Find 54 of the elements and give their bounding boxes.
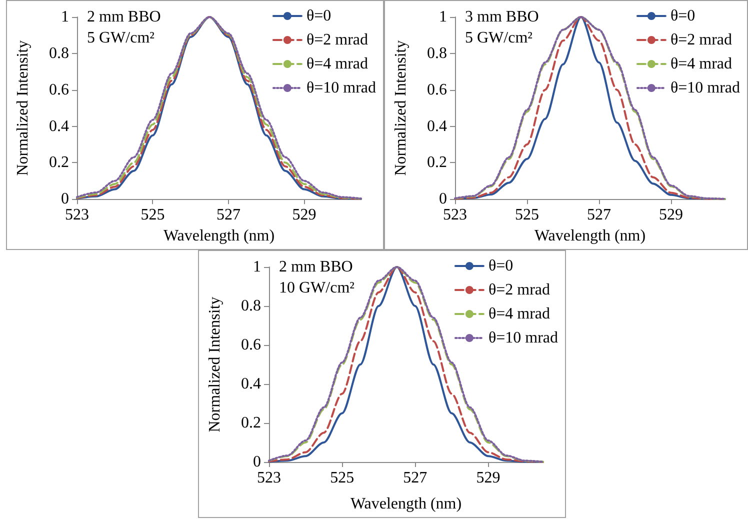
legend-label: θ=2 mrad [306,32,368,48]
legend-label: θ=2 mrad [488,282,550,298]
y-tick-label: 0 [61,190,69,208]
x-axis-title: Wavelength (nm) [350,496,462,512]
y-tick-label: 0.4 [241,376,261,392]
annotation: 5 GW/cm² [465,30,533,46]
y-axis-title: Normalized Intensity [206,296,224,432]
y-tick-label: 0.8 [241,298,261,314]
x-tick-label: 523 [257,470,281,486]
y-tick-label: 1 [61,8,69,26]
annotation: 2 mm BBO [279,258,353,276]
legend-label: θ=0 [488,258,514,274]
legend-label: θ=0 [306,8,332,24]
x-tick-label: 529 [659,206,683,224]
y-tick-label: 0.8 [427,44,447,62]
annotation: 5 GW/cm² [87,30,155,46]
y-tick-label: 1 [253,258,261,276]
annotation: 10 GW/cm² [279,280,355,296]
y-tick-label: 0.6 [49,81,69,98]
x-axis-title: Wavelength (nm) [534,228,646,244]
x-tick-label: 523 [443,206,467,224]
y-tick-label: 1 [439,8,447,26]
y-axis-title: Normalized Intensity [392,40,410,176]
y-tick-label: 0 [253,454,261,470]
legend-label: θ=4 mrad [488,306,550,322]
y-tick-label: 0.2 [427,154,447,172]
y-tick-label: 0.4 [427,118,447,135]
x-tick-label: 525 [330,470,354,486]
x-tick-label: 529 [292,206,316,224]
annotation: 3 mm BBO [465,8,539,26]
y-tick-label: 0 [439,190,447,208]
x-tick-label: 527 [403,470,428,486]
y-tick-label: 0.6 [241,336,261,354]
x-tick-label: 525 [140,206,165,224]
y-tick-label: 0.2 [241,414,261,432]
x-axis-title: Wavelength (nm) [163,228,275,244]
x-tick-label: 523 [65,206,89,224]
legend-label: θ=0 [670,8,696,24]
legend-label: θ=10 mrad [670,80,740,96]
legend-label: θ=10 mrad [306,80,376,96]
x-tick-label: 525 [515,206,539,224]
y-tick-label: 0.4 [49,118,69,135]
x-tick-label: 529 [476,470,500,486]
y-axis-title: Normalized Intensity [14,40,32,176]
x-tick-label: 527 [587,206,611,224]
legend-label: θ=4 mrad [306,56,368,72]
x-tick-label: 527 [216,206,240,224]
y-tick-label: 0.8 [49,44,69,62]
legend-label: θ=2 mrad [670,32,732,48]
y-tick-label: 0.6 [427,81,447,98]
y-tick-label: 0.2 [49,154,69,172]
legend-label: θ=10 mrad [488,330,558,346]
annotation: 2 mm BBO [87,8,161,26]
legend-label: θ=4 mrad [670,56,732,72]
